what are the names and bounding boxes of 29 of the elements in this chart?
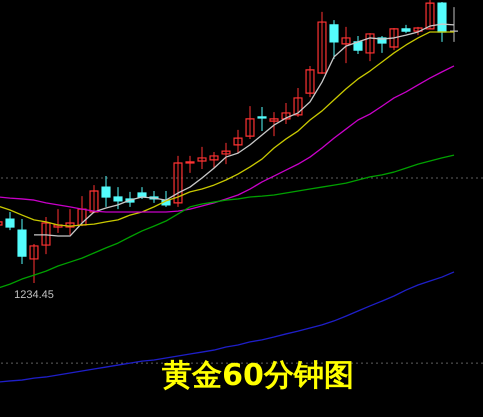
candlestick <box>305 65 315 98</box>
candlestick <box>281 102 291 124</box>
candlestick <box>389 28 399 51</box>
candlestick <box>329 20 339 60</box>
candlestick <box>41 216 51 255</box>
candlestick <box>425 0 435 30</box>
text: 黄金60分钟图 <box>162 358 354 393</box>
candlestick <box>29 243 39 284</box>
candlestick <box>89 184 99 214</box>
candlestick <box>293 88 303 118</box>
candlestick <box>221 142 231 165</box>
candlestick <box>113 186 123 210</box>
candlestick <box>209 151 219 169</box>
candlestick <box>185 155 195 174</box>
candlestick <box>269 112 279 137</box>
candlestick <box>197 146 207 170</box>
candlestick <box>65 208 75 236</box>
candlestick <box>341 26 351 64</box>
candlestick <box>53 208 63 234</box>
candlestick <box>257 106 267 132</box>
candlestick <box>77 196 87 227</box>
candlestick <box>5 211 15 231</box>
candlestick <box>365 32 375 62</box>
annotation: 1234.45 <box>14 289 54 301</box>
candlestick <box>317 11 327 74</box>
candlestick <box>101 176 111 208</box>
candlestick <box>233 129 243 154</box>
candlestick <box>173 155 183 208</box>
candlestick <box>245 106 255 140</box>
